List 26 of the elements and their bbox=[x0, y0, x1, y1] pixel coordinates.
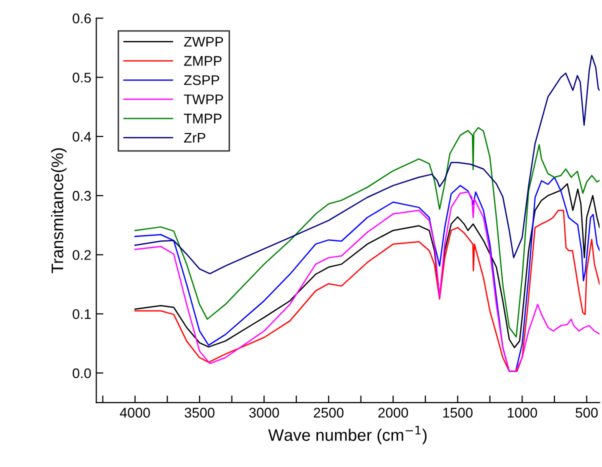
x-tick-label: 3000 bbox=[249, 408, 279, 418]
y-tick-label: 0.3 bbox=[72, 190, 91, 201]
y-tick-label: 0.0 bbox=[72, 368, 91, 378]
x-tick-label: 4000 bbox=[120, 408, 150, 418]
line-series bbox=[134, 54, 600, 274]
x-tick-label: 2000 bbox=[378, 408, 408, 418]
y-tick-label: 0.2 bbox=[72, 250, 91, 260]
y-axis-title: Transmitance(%) bbox=[51, 148, 67, 274]
legend-label: ZrP bbox=[184, 132, 206, 143]
y-tick-label: 0.6 bbox=[72, 14, 91, 24]
line-series bbox=[134, 126, 600, 338]
x-axis-title: Wave number (cm$^{−1}$) bbox=[268, 426, 427, 444]
legend-label: ZMPP bbox=[184, 56, 222, 66]
legend-label: ZWPP bbox=[184, 36, 224, 47]
y-tick-label: 0.1 bbox=[72, 309, 91, 320]
x-tick-label: 1000 bbox=[508, 408, 538, 418]
legend-label: TMPP bbox=[184, 114, 222, 124]
line-series bbox=[134, 183, 600, 348]
x-tick-label: 3500 bbox=[184, 408, 214, 418]
legend-label: TWPP bbox=[184, 94, 224, 104]
x-tick-label: 1500 bbox=[443, 408, 473, 418]
y-tick-label: 0.4 bbox=[72, 132, 92, 142]
legend-label: ZSPP bbox=[184, 75, 220, 86]
x-tick-label: 500 bbox=[576, 408, 598, 418]
y-tick-label: 0.5 bbox=[72, 72, 91, 83]
x-tick-label: 2500 bbox=[314, 408, 344, 418]
